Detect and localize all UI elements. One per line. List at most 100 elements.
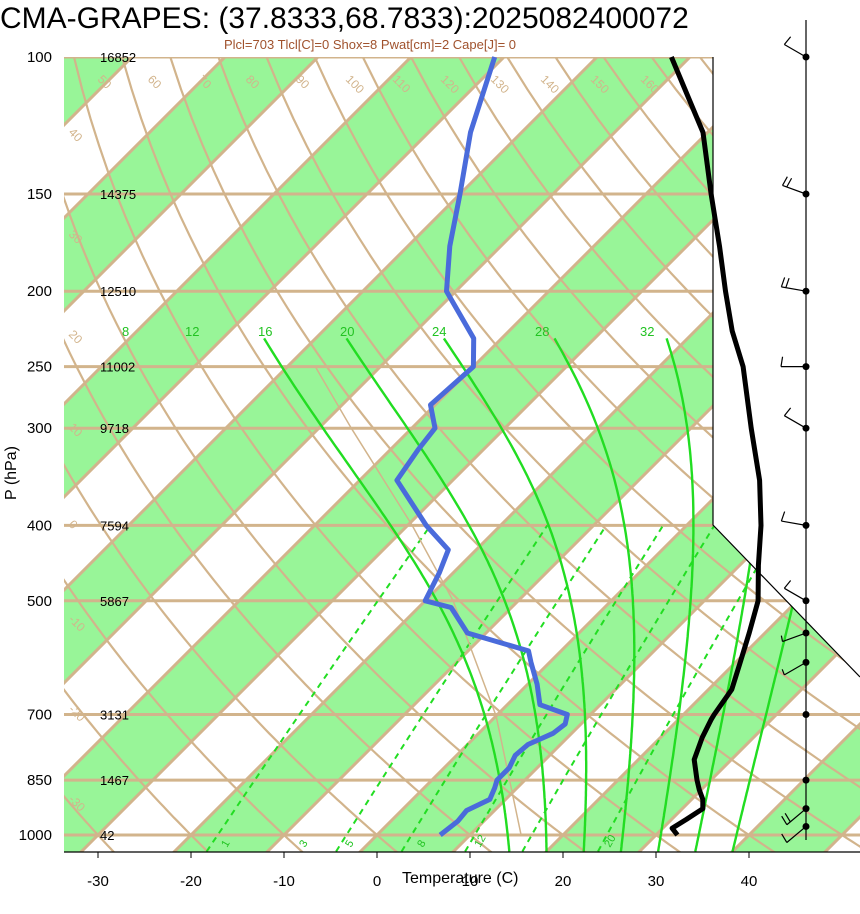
wind-barb bbox=[784, 415, 807, 429]
moist-adiabat-label: 20 bbox=[340, 324, 354, 339]
isotherm-line bbox=[256, 57, 860, 852]
isotherm-line bbox=[64, 57, 802, 852]
wind-barb-flag bbox=[783, 407, 792, 417]
moist-adiabat-line bbox=[263, 337, 511, 852]
dewpoint-curve bbox=[394, 56, 570, 837]
moist-adiabat-line bbox=[345, 337, 548, 852]
wind-barb bbox=[781, 286, 807, 292]
pressure-tick-label: 1000 bbox=[19, 827, 52, 844]
x-tick-label: 0 bbox=[373, 873, 381, 890]
x-tick-label: 20 bbox=[555, 873, 572, 890]
wind-barb-flag bbox=[781, 815, 788, 826]
moist-adiabat-label: 8 bbox=[122, 324, 129, 339]
height-label: 12510 bbox=[100, 284, 136, 299]
x-tick-label: 10 bbox=[462, 873, 479, 890]
pressure-tick-label: 500 bbox=[27, 593, 52, 610]
pressure-tick-label: 400 bbox=[27, 517, 52, 534]
mixing-ratio-line bbox=[335, 524, 549, 852]
wind-barb-flag bbox=[780, 635, 784, 642]
x-axis-label: Temperature (C) bbox=[402, 870, 518, 887]
isotherm-band bbox=[537, 57, 860, 852]
pressure-tick-label: 250 bbox=[27, 359, 52, 376]
sounding-curves bbox=[394, 56, 764, 837]
dry-adiabat-line bbox=[121, 57, 789, 852]
wind-barb-flag bbox=[781, 176, 788, 186]
isotherm-top-label: 100 bbox=[343, 72, 367, 96]
wind-barbs bbox=[780, 20, 810, 843]
isotherm-left-label: 20 bbox=[66, 327, 86, 347]
y-axis-label: P (hPa) bbox=[3, 446, 20, 500]
mixing-ratio-line bbox=[464, 524, 664, 852]
chart-subtitle: Plcl=703 Tlcl[C]=0 Shox=8 Pwat[cm]=2 Cap… bbox=[224, 37, 516, 52]
pressure-tick-label: 100 bbox=[27, 49, 52, 66]
plot-area: 50 60 70 80 90 100 110 120 130 140 150 160302010040… bbox=[64, 57, 860, 852]
moist-adiabat-label: 16 bbox=[258, 324, 272, 339]
isotherm-top-label: 140 bbox=[538, 72, 562, 96]
isotherm-band bbox=[64, 57, 522, 852]
wind-barb-flag bbox=[780, 511, 786, 522]
pressure-tick-label: 700 bbox=[27, 706, 52, 723]
mixing-ratio-label: 3 bbox=[297, 838, 310, 849]
height-label: 7594 bbox=[100, 518, 129, 533]
wind-barb-flag bbox=[780, 277, 786, 288]
isotherm-line bbox=[64, 57, 523, 852]
dry-adiabat-line bbox=[265, 57, 860, 852]
x-tick-label: 30 bbox=[648, 873, 665, 890]
temperature-curve bbox=[669, 56, 764, 837]
wind-dot bbox=[802, 776, 810, 784]
wind-barb bbox=[784, 43, 807, 58]
isotherm-band bbox=[64, 57, 860, 852]
wind-barb-flag bbox=[781, 833, 788, 843]
pressure-tick-label: 150 bbox=[27, 186, 52, 203]
isotherm-line bbox=[64, 57, 430, 852]
dry-adiabat-line bbox=[64, 57, 599, 852]
dry-adiabat-line bbox=[64, 57, 504, 852]
dry-adiabat-line bbox=[64, 57, 124, 852]
height-label: 16852 bbox=[100, 50, 136, 65]
height-label: 3131 bbox=[100, 707, 129, 722]
moist-adiabat-lines bbox=[263, 337, 849, 852]
dry-adiabat-line bbox=[64, 57, 219, 852]
temperature-axis: -30 -20 -10 0 10 20 30 40 bbox=[87, 852, 757, 890]
isotherm-bands bbox=[64, 57, 860, 852]
height-label: 14375 bbox=[100, 187, 136, 202]
moist-adiabat-label: 24 bbox=[432, 324, 446, 339]
mixing-ratio-label: 1 bbox=[219, 838, 232, 849]
isotherm-band bbox=[64, 57, 336, 852]
dry-adiabat-line bbox=[410, 57, 860, 852]
chart-title: CMA-GRAPES: (37.8333,68.7833):2025082400… bbox=[0, 2, 689, 35]
moist-adiabat-label: 28 bbox=[535, 324, 549, 339]
mixing-ratio-lines bbox=[205, 524, 783, 852]
isotherm-line bbox=[64, 57, 244, 852]
dry-adiabat-line bbox=[72, 57, 694, 852]
isotherm-left-label: -20 bbox=[66, 702, 88, 724]
dry-adiabat-line bbox=[217, 57, 860, 852]
mixing-ratio-label: 20 bbox=[602, 833, 619, 850]
wind-barb-flag bbox=[780, 356, 784, 367]
isobar-lines bbox=[64, 57, 860, 837]
x-tick-label: -20 bbox=[180, 873, 202, 890]
pressure-tick-label: 850 bbox=[27, 772, 52, 789]
isotherm-line bbox=[64, 57, 709, 852]
isotherm-top-label: 60 bbox=[145, 72, 165, 92]
wind-barb-flag bbox=[785, 277, 790, 288]
pressure-tick-label: 200 bbox=[27, 283, 52, 300]
wind-barb bbox=[784, 661, 807, 676]
height-label: 42 bbox=[100, 828, 114, 843]
dry-adiabat-line bbox=[361, 57, 860, 852]
isotherm-top-label: 130 bbox=[488, 72, 512, 96]
isotherm-line bbox=[64, 57, 616, 852]
pressure-tick-label: 300 bbox=[27, 420, 52, 437]
mixing-ratio-line bbox=[400, 524, 608, 852]
pressure-axis: 100 16852 150 14375 200 12510 250 11002 300 9718 4… bbox=[19, 49, 137, 844]
wind-barb-flag bbox=[786, 177, 793, 188]
mixing-ratio-line bbox=[521, 524, 716, 852]
wind-barb bbox=[782, 184, 807, 195]
isotherm-band bbox=[64, 57, 708, 852]
isotherm-line bbox=[64, 57, 337, 852]
parcel-path bbox=[314, 366, 522, 836]
moist-adiabat-line bbox=[442, 337, 588, 852]
wind-dot bbox=[802, 710, 810, 718]
dry-adiabat-line bbox=[313, 57, 860, 852]
height-label: 5867 bbox=[100, 594, 129, 609]
